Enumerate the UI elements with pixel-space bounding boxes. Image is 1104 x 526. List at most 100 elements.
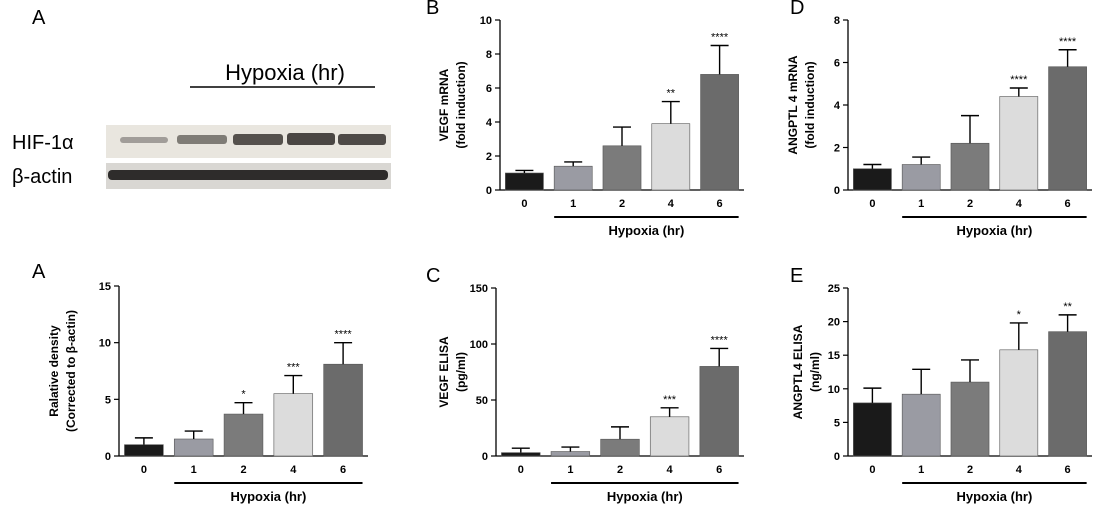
- y-tick-label: 10: [99, 338, 111, 350]
- x-tick-label: 2: [967, 198, 973, 210]
- y-tick-label: 10: [828, 384, 840, 396]
- x-tick-label: 1: [570, 198, 576, 210]
- bar: [699, 366, 739, 457]
- x-tick-label: 1: [567, 464, 573, 476]
- x-tick-label: 1: [191, 464, 197, 476]
- blot-band: [177, 135, 227, 144]
- x-axis-label: Hypoxia (hr): [956, 489, 1032, 504]
- bar: [999, 96, 1039, 191]
- x-axis-label: Hypoxia (hr): [956, 223, 1032, 238]
- significance-label: *: [1017, 309, 1022, 321]
- x-tick-label: 4: [667, 464, 674, 476]
- y-tick-label: 20: [828, 317, 840, 329]
- x-tick-label: 0: [518, 464, 524, 476]
- blot-row-label-actin: β-actin: [12, 166, 72, 188]
- bar: [173, 438, 214, 457]
- significance-label: ****: [1010, 74, 1028, 86]
- chart-panel-c: C 0 50 100 150 VEGF ELISA (pg/ml) 0 1 2 *** 4 **** 6 H…: [426, 265, 744, 504]
- bar: [273, 393, 314, 457]
- bar: [901, 393, 941, 457]
- y-axis-label: ANGPTL 4 mRNA: [786, 55, 800, 154]
- bar: [853, 168, 892, 191]
- x-tick-label: 6: [717, 198, 723, 210]
- bar: [999, 349, 1039, 457]
- x-tick-label: 2: [240, 464, 246, 476]
- x-tick-label: 0: [869, 198, 875, 210]
- y-tick-label: 8: [834, 15, 840, 27]
- y-tick-label: 6: [486, 83, 492, 95]
- y-tick-label: 0: [834, 185, 840, 197]
- x-tick-label: 6: [340, 464, 346, 476]
- blot-band: [108, 170, 388, 180]
- y-axis-label: ANGPTL4 ELISA: [791, 324, 805, 419]
- blot-band: [338, 134, 386, 145]
- x-tick-label: 6: [1065, 464, 1071, 476]
- x-tick-label: 1: [918, 198, 924, 210]
- x-tick-label: 2: [619, 198, 625, 210]
- x-tick-label: 0: [869, 464, 875, 476]
- x-tick-label: 6: [1065, 198, 1071, 210]
- bar: [700, 74, 739, 191]
- y-tick-label: 15: [828, 350, 840, 362]
- significance-label: ****: [1059, 36, 1077, 48]
- significance-label: ****: [711, 334, 729, 346]
- bar: [550, 451, 591, 457]
- x-tick-label: 4: [668, 198, 675, 210]
- x-tick-label: 4: [290, 464, 297, 476]
- bar: [950, 381, 990, 457]
- blot-row-label-hif: HIF-1α: [12, 132, 74, 154]
- significance-label: ****: [335, 329, 353, 341]
- y-axis-label: VEGF ELISA: [437, 336, 451, 408]
- y-tick-label: 2: [834, 143, 840, 155]
- y-axis-label: (pg/ml): [454, 352, 468, 392]
- bar: [602, 145, 642, 191]
- bar: [649, 416, 690, 457]
- y-tick-label: 5: [105, 394, 111, 406]
- y-tick-label: 150: [470, 283, 488, 295]
- y-tick-label: 0: [486, 185, 492, 197]
- blot-band: [233, 134, 283, 145]
- chart-panel-d: D 0 2 4 6 8 ANGPTL 4 mRNA (fold induction) 0 1 2 **…: [786, 0, 1092, 238]
- blot-band: [120, 137, 168, 143]
- y-tick-label: 0: [105, 451, 111, 463]
- panel-label: D: [790, 0, 804, 19]
- significance-label: **: [1063, 301, 1072, 313]
- significance-label: *: [241, 389, 246, 401]
- bar: [323, 363, 363, 457]
- blot-band: [287, 133, 335, 145]
- chart-panel-b: B 0 2 4 6 8 10 VEGF mRNA (fold induction) 0 1 2 ** 4 *…: [426, 0, 744, 238]
- y-tick-label: 4: [486, 117, 493, 129]
- x-tick-label: 0: [141, 464, 147, 476]
- x-tick-label: 4: [1016, 198, 1023, 210]
- y-axis-label: (Corrected to β-actin): [64, 310, 78, 432]
- y-tick-label: 50: [476, 395, 488, 407]
- bar: [1048, 331, 1087, 457]
- y-axis-label: Ralative density: [47, 325, 61, 417]
- y-axis-label: VEGF mRNA: [437, 68, 451, 141]
- bar: [553, 165, 593, 191]
- bar: [1048, 66, 1087, 191]
- y-tick-label: 4: [834, 100, 841, 112]
- panel-label: C: [426, 265, 440, 287]
- x-tick-label: 0: [521, 198, 527, 210]
- blot-header: Hypoxia (hr): [225, 60, 345, 85]
- y-tick-label: 2: [486, 151, 492, 163]
- x-tick-label: 2: [617, 464, 623, 476]
- bar: [501, 452, 541, 457]
- bar: [950, 142, 990, 191]
- x-axis-label: Hypoxia (hr): [608, 223, 684, 238]
- panel-label: B: [426, 0, 439, 19]
- y-tick-label: 100: [470, 339, 488, 351]
- x-tick-label: 6: [716, 464, 722, 476]
- bar: [223, 413, 264, 457]
- y-tick-label: 6: [834, 58, 840, 70]
- x-tick-label: 2: [967, 464, 973, 476]
- y-tick-label: 0: [482, 451, 488, 463]
- y-tick-label: 10: [480, 15, 492, 27]
- bar: [505, 172, 544, 191]
- x-tick-label: 1: [918, 464, 924, 476]
- x-axis-label: Hypoxia (hr): [230, 489, 306, 504]
- significance-label: **: [667, 88, 676, 100]
